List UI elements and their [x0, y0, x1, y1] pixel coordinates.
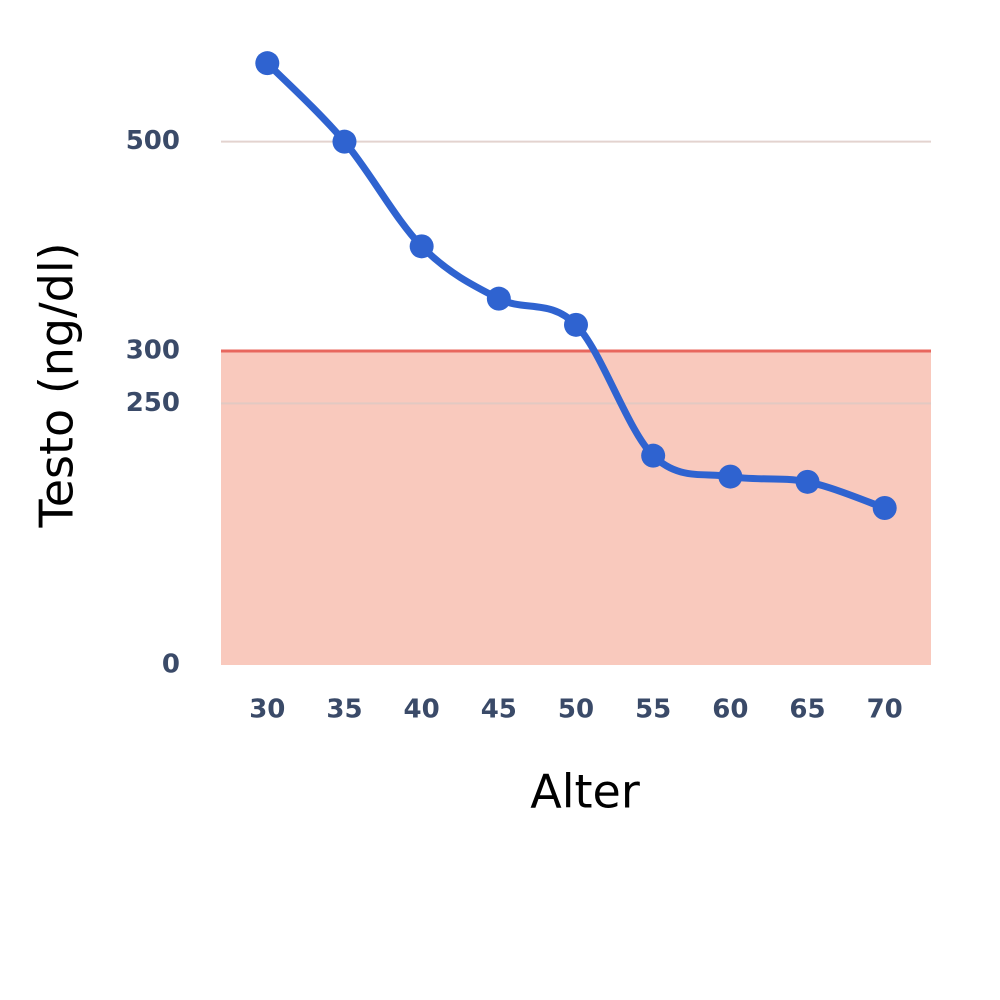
point: [409, 234, 434, 259]
x-tick-label: 30: [249, 695, 285, 725]
x-tick-label: 40: [404, 695, 440, 725]
threshold-band: [221, 351, 931, 665]
x-tick-label: 70: [867, 695, 903, 725]
x-tick-label: 35: [326, 695, 362, 725]
point: [255, 51, 280, 76]
x-axis-label: Alter: [530, 765, 640, 819]
point: [872, 496, 897, 520]
x-tick-label: 50: [558, 695, 594, 725]
x-tick-label: 55: [635, 695, 671, 725]
point: [486, 286, 511, 311]
point: [718, 464, 743, 489]
x-tick-label: 45: [481, 695, 517, 725]
y-tick-label: 0: [162, 650, 180, 680]
y-tick-label: 500: [126, 126, 180, 156]
point: [564, 312, 588, 337]
point: [795, 469, 820, 494]
x-tick-label: 60: [712, 695, 748, 725]
y-axis-label: Testo (ng/dl): [30, 242, 84, 528]
y-tick-label: 250: [126, 388, 180, 418]
x-tick-label: 65: [789, 695, 825, 725]
y-tick-label: 300: [126, 336, 180, 366]
point: [332, 129, 357, 154]
point: [641, 443, 666, 468]
